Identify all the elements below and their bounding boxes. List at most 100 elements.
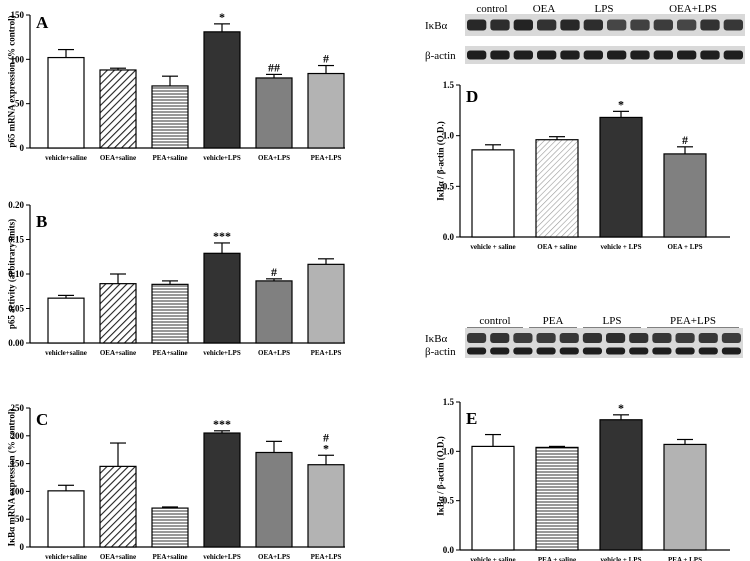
x-category-label: vehicle+saline	[45, 154, 87, 162]
blot-band	[490, 19, 510, 31]
y-tick-label: 200	[11, 431, 25, 441]
bar-d-2	[599, 116, 643, 238]
blot-group-label: LPS	[595, 3, 614, 15]
x-category-label: vehicle+LPS	[203, 154, 241, 162]
blot-band	[607, 50, 627, 60]
blot-band	[490, 347, 510, 355]
panel-letter: A	[36, 13, 49, 32]
blot-band	[559, 347, 579, 355]
blot-strip	[465, 14, 745, 36]
bar-e-2	[599, 419, 643, 551]
blot-group-label: PEA+LPS	[670, 315, 716, 327]
blot-band	[560, 50, 580, 60]
bar-c-4	[255, 451, 293, 548]
blot-band	[467, 333, 487, 343]
x-category-label: vehicle + LPS	[601, 243, 642, 251]
x-category-label: vehicle+saline	[45, 553, 87, 561]
blot-row-label: β-actin	[425, 346, 456, 358]
significance-mark: *	[618, 97, 624, 111]
x-category-label: PEA+LPS	[311, 349, 342, 357]
significance-mark: ##	[268, 60, 280, 74]
blot-band	[698, 347, 718, 355]
blot-band	[629, 333, 649, 343]
significance-mark: #	[682, 133, 688, 147]
bar-a-3	[203, 31, 241, 149]
significance-mark: *	[323, 441, 329, 455]
y-tick-label: 100	[11, 486, 25, 496]
y-tick-label: 0	[20, 143, 25, 153]
y-tick-label: 150	[11, 10, 25, 20]
blot-band	[677, 19, 697, 31]
bar-b-5	[307, 263, 345, 344]
bar-a-1	[99, 69, 137, 149]
bar-b-1	[99, 283, 137, 344]
blot-band	[723, 50, 743, 60]
y-tick-label: 0.0	[443, 545, 455, 555]
y-axis-label: p65 activity (arbitrary units)	[6, 219, 16, 329]
y-axis-label: IκBα / β-actin (O.D.)	[435, 121, 445, 201]
chart-e-ikba-pea-western: E IκBα / β-actin (O.D.) 0.0 0.5 1.0 1.5 vehicl…	[435, 397, 730, 561]
significance-mark: ***	[213, 229, 231, 243]
y-tick-label: 1.0	[443, 446, 455, 456]
blot-band	[537, 19, 557, 31]
x-category-label: OEA+LPS	[258, 154, 290, 162]
blot-band	[467, 347, 487, 355]
blot-band	[606, 333, 626, 343]
blot-band	[537, 50, 557, 60]
panel-letter: E	[466, 409, 477, 428]
chart-c-ikba-mrna: C IκBα mRNA expression (% control) 0 50 100 1…	[6, 403, 345, 561]
blot-group-label: OEA	[533, 3, 556, 15]
y-tick-label: 50	[15, 99, 25, 109]
blot-row-label: β-actin	[425, 50, 456, 62]
blot-band	[490, 333, 510, 343]
significance-mark: #	[323, 52, 329, 66]
x-category-label: OEA+LPS	[258, 349, 290, 357]
y-tick-label: 50	[15, 514, 25, 524]
y-tick-label: 250	[11, 403, 25, 413]
x-category-label: PEA + LPS	[668, 556, 702, 561]
significance-mark: #	[323, 430, 329, 444]
bar-e-3	[663, 443, 707, 551]
blot-row-label: IκBα	[425, 333, 448, 345]
y-tick-label: 1.0	[443, 131, 455, 141]
chart-d-ikba-oea-western: D IκBα / β-actin (O.D.) 0.0 0.5 1.0 1.5 vehicl…	[435, 80, 730, 251]
blot-band	[560, 19, 580, 31]
blot-band	[513, 19, 533, 31]
blot-strip	[465, 46, 745, 64]
blot-group-label: control	[479, 315, 510, 327]
blot-band	[606, 347, 626, 355]
y-tick-label: 1.5	[443, 80, 455, 90]
blot-group-label: PEA	[543, 315, 564, 327]
blot-band	[652, 347, 672, 355]
x-category-label: PEA+LPS	[311, 154, 342, 162]
blot-strip	[465, 344, 743, 358]
bar-e-1	[535, 446, 579, 551]
blot-band	[677, 50, 697, 60]
blot-band	[675, 333, 695, 343]
blot-band	[607, 19, 627, 31]
blot-band	[629, 347, 649, 355]
blot-band	[536, 333, 556, 343]
significance-mark: *	[618, 401, 624, 415]
bar-d-0	[471, 149, 515, 238]
y-tick-label: 0.0	[443, 232, 455, 242]
blot-group-label: OEA+LPS	[669, 3, 717, 15]
blot-strip	[465, 328, 743, 348]
x-category-label: OEA+saline	[100, 553, 136, 561]
x-category-label: OEA + LPS	[667, 243, 702, 251]
significance-mark: *	[219, 10, 225, 24]
blot-band	[513, 333, 533, 343]
y-tick-label: 150	[11, 459, 25, 469]
y-tick-label: 0.20	[8, 200, 24, 210]
x-category-label: vehicle+saline	[45, 349, 87, 357]
blot-band	[723, 19, 743, 31]
bar-d-1	[535, 139, 579, 238]
blot-band	[653, 50, 673, 60]
y-axis-label: p65 mRNA expression (% control)	[6, 15, 16, 147]
y-tick-label: 0.00	[8, 338, 24, 348]
x-category-label: OEA+saline	[100, 154, 136, 162]
blot-band	[582, 333, 602, 343]
